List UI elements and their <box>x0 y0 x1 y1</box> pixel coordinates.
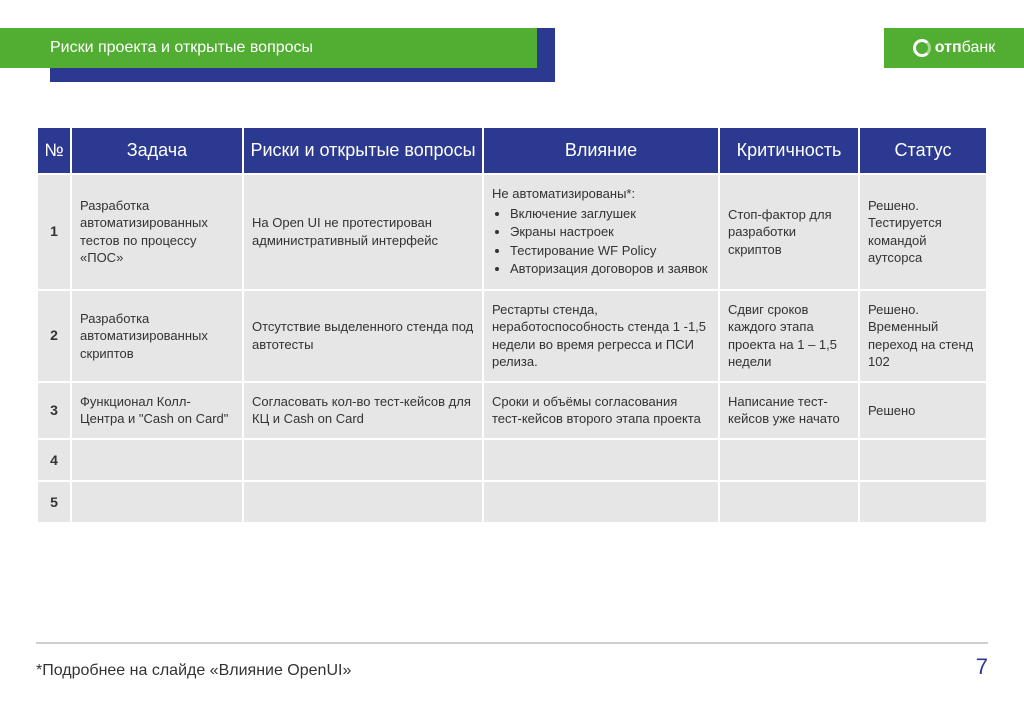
impact-list: Включение заглушек Экраны настроек Тести… <box>492 205 710 278</box>
cell-task: Разработка автоматизированных тестов по … <box>71 174 243 290</box>
risks-table: № Задача Риски и открытые вопросы Влияни… <box>36 126 988 524</box>
cell-impact <box>483 439 719 481</box>
cell-crit: Стоп-фактор для разработки скриптов <box>719 174 859 290</box>
cell-risk: На Open UI не протестирован администрати… <box>243 174 483 290</box>
cell-num: 1 <box>37 174 71 290</box>
cell-num: 5 <box>37 481 71 523</box>
impact-item: Включение заглушек <box>510 205 710 223</box>
cell-task: Разработка автоматизированных скриптов <box>71 290 243 382</box>
cell-impact: Не автоматизированы*: Включение заглушек… <box>483 174 719 290</box>
title-underline <box>50 68 555 82</box>
footer-divider <box>36 642 988 644</box>
table-row: 2 Разработка автоматизированных скриптов… <box>37 290 987 382</box>
cell-task: Функционал Колл-Центра и "Cash on Card" <box>71 382 243 439</box>
table-header-row: № Задача Риски и открытые вопросы Влияни… <box>37 127 987 174</box>
cell-impact: Рестарты стенда, неработоспособность сте… <box>483 290 719 382</box>
cell-crit <box>719 481 859 523</box>
cell-task <box>71 439 243 481</box>
col-number: № <box>37 127 71 174</box>
cell-risk <box>243 439 483 481</box>
cell-status: Решено. Тестируется командой аутсорса <box>859 174 987 290</box>
footer-note: *Подробнее на слайде «Влияние OpenUI» <box>36 662 351 680</box>
impact-item: Тестирование WF Policy <box>510 242 710 260</box>
risks-table-container: № Задача Риски и открытые вопросы Влияни… <box>36 126 988 524</box>
cell-status <box>859 481 987 523</box>
cell-risk: Согласовать кол-во тест-кейсов для КЦ и … <box>243 382 483 439</box>
cell-crit <box>719 439 859 481</box>
col-criticality: Критичность <box>719 127 859 174</box>
col-impact: Влияние <box>483 127 719 174</box>
col-risks: Риски и открытые вопросы <box>243 127 483 174</box>
cell-num: 2 <box>37 290 71 382</box>
impact-lead: Не автоматизированы*: <box>492 186 635 201</box>
cell-num: 3 <box>37 382 71 439</box>
cell-impact: Сроки и объёмы согласования тест-кейсов … <box>483 382 719 439</box>
impact-item: Авторизация договоров и заявок <box>510 260 710 278</box>
cell-num: 4 <box>37 439 71 481</box>
col-status: Статус <box>859 127 987 174</box>
cell-crit: Написание тест-кейсов уже начато <box>719 382 859 439</box>
logo-bold-text: отп <box>935 39 962 56</box>
col-task: Задача <box>71 127 243 174</box>
cell-risk: Отсутствие выделенного стенда под автоте… <box>243 290 483 382</box>
table-row: 1 Разработка автоматизированных тестов п… <box>37 174 987 290</box>
table-row: 5 <box>37 481 987 523</box>
cell-impact <box>483 481 719 523</box>
title-accent-tab <box>537 28 555 68</box>
bank-logo: отпбанк <box>884 28 1024 68</box>
slide-title: Риски проекта и открытые вопросы <box>0 28 537 68</box>
cell-status <box>859 439 987 481</box>
slide-title-bar: Риски проекта и открытые вопросы <box>0 28 555 68</box>
logo-circle-icon <box>913 39 931 57</box>
slide-footer: *Подробнее на слайде «Влияние OpenUI» 7 <box>36 654 988 680</box>
cell-crit: Сдвиг сроков каждого этапа проекта на 1 … <box>719 290 859 382</box>
page-number: 7 <box>976 654 988 680</box>
cell-status: Решено <box>859 382 987 439</box>
logo-light-text: банк <box>962 39 996 56</box>
cell-risk <box>243 481 483 523</box>
impact-item: Экраны настроек <box>510 223 710 241</box>
table-row: 4 <box>37 439 987 481</box>
cell-status: Решено. Временный переход на стенд 102 <box>859 290 987 382</box>
table-row: 3 Функционал Колл-Центра и "Cash on Card… <box>37 382 987 439</box>
cell-task <box>71 481 243 523</box>
